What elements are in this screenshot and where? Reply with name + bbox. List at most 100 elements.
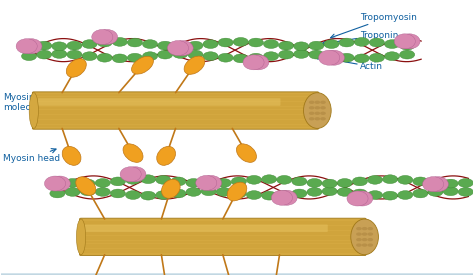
Circle shape xyxy=(143,52,157,60)
Circle shape xyxy=(307,179,322,187)
Bar xyxy=(0,273,474,274)
Bar xyxy=(0,273,474,274)
Text: Troponin: Troponin xyxy=(321,31,398,46)
Bar xyxy=(0,273,474,275)
Bar xyxy=(0,274,474,275)
Bar xyxy=(0,274,474,275)
Ellipse shape xyxy=(123,144,143,162)
Bar xyxy=(0,273,474,275)
Bar xyxy=(0,274,474,275)
Bar xyxy=(0,274,474,275)
Bar xyxy=(0,273,474,274)
Bar xyxy=(0,273,474,274)
Bar xyxy=(0,273,474,274)
Circle shape xyxy=(443,179,458,188)
Bar xyxy=(0,273,474,274)
Ellipse shape xyxy=(172,41,193,55)
Bar xyxy=(0,274,474,275)
Bar xyxy=(0,273,474,274)
Circle shape xyxy=(203,52,218,60)
Circle shape xyxy=(413,189,428,198)
Bar xyxy=(0,274,474,275)
Circle shape xyxy=(248,53,264,62)
Bar xyxy=(0,273,474,275)
Bar xyxy=(0,273,474,275)
Bar xyxy=(0,273,474,274)
Circle shape xyxy=(156,176,171,184)
Circle shape xyxy=(356,227,362,230)
Bar xyxy=(0,274,474,275)
Ellipse shape xyxy=(248,55,269,70)
Circle shape xyxy=(309,117,315,120)
Bar xyxy=(0,274,474,275)
Bar xyxy=(0,274,474,275)
Circle shape xyxy=(337,179,352,187)
Bar xyxy=(0,273,474,274)
Ellipse shape xyxy=(394,34,415,49)
Bar xyxy=(0,274,474,275)
Ellipse shape xyxy=(120,167,141,182)
Ellipse shape xyxy=(16,39,37,54)
Bar xyxy=(0,273,474,274)
Bar xyxy=(0,273,474,274)
Circle shape xyxy=(384,40,400,49)
Bar xyxy=(0,273,474,274)
Bar xyxy=(0,274,474,275)
Bar xyxy=(0,274,474,275)
Bar xyxy=(0,274,474,275)
Bar xyxy=(0,274,474,275)
Ellipse shape xyxy=(352,191,373,206)
Bar xyxy=(0,273,474,274)
Bar xyxy=(0,274,474,275)
Bar xyxy=(0,274,474,275)
Circle shape xyxy=(292,177,307,186)
Bar xyxy=(0,274,474,275)
Bar xyxy=(0,273,474,274)
Bar xyxy=(0,274,474,275)
Bar xyxy=(0,273,474,274)
Bar xyxy=(0,274,474,275)
Bar xyxy=(0,274,474,275)
Ellipse shape xyxy=(45,176,65,191)
Circle shape xyxy=(126,191,141,200)
Bar xyxy=(0,273,474,274)
Ellipse shape xyxy=(157,146,175,165)
Bar xyxy=(0,274,474,275)
Circle shape xyxy=(322,179,337,188)
FancyBboxPatch shape xyxy=(32,92,319,129)
Circle shape xyxy=(322,187,337,196)
Ellipse shape xyxy=(319,50,340,65)
Bar xyxy=(0,273,474,275)
Bar xyxy=(0,273,474,275)
Bar xyxy=(0,273,474,275)
Circle shape xyxy=(413,177,428,186)
Bar xyxy=(0,274,474,275)
Bar xyxy=(0,273,474,274)
Circle shape xyxy=(188,50,203,59)
Bar xyxy=(0,273,474,274)
Bar xyxy=(0,273,474,275)
Bar xyxy=(0,273,474,275)
Bar xyxy=(0,273,474,274)
Circle shape xyxy=(309,101,315,104)
Circle shape xyxy=(80,179,95,188)
Bar xyxy=(0,273,474,274)
Circle shape xyxy=(315,101,320,104)
Circle shape xyxy=(352,177,367,186)
Bar xyxy=(0,274,474,275)
Circle shape xyxy=(110,177,126,186)
Ellipse shape xyxy=(271,190,292,205)
Circle shape xyxy=(309,41,324,50)
Circle shape xyxy=(65,179,80,187)
Bar xyxy=(0,274,474,275)
Bar xyxy=(0,273,474,274)
Bar xyxy=(0,273,474,274)
Circle shape xyxy=(128,38,143,47)
Circle shape xyxy=(362,227,367,230)
Circle shape xyxy=(203,40,218,49)
Bar xyxy=(0,274,474,275)
Bar xyxy=(0,273,474,275)
Bar xyxy=(0,274,474,275)
Bar xyxy=(0,273,474,274)
Ellipse shape xyxy=(351,219,378,255)
